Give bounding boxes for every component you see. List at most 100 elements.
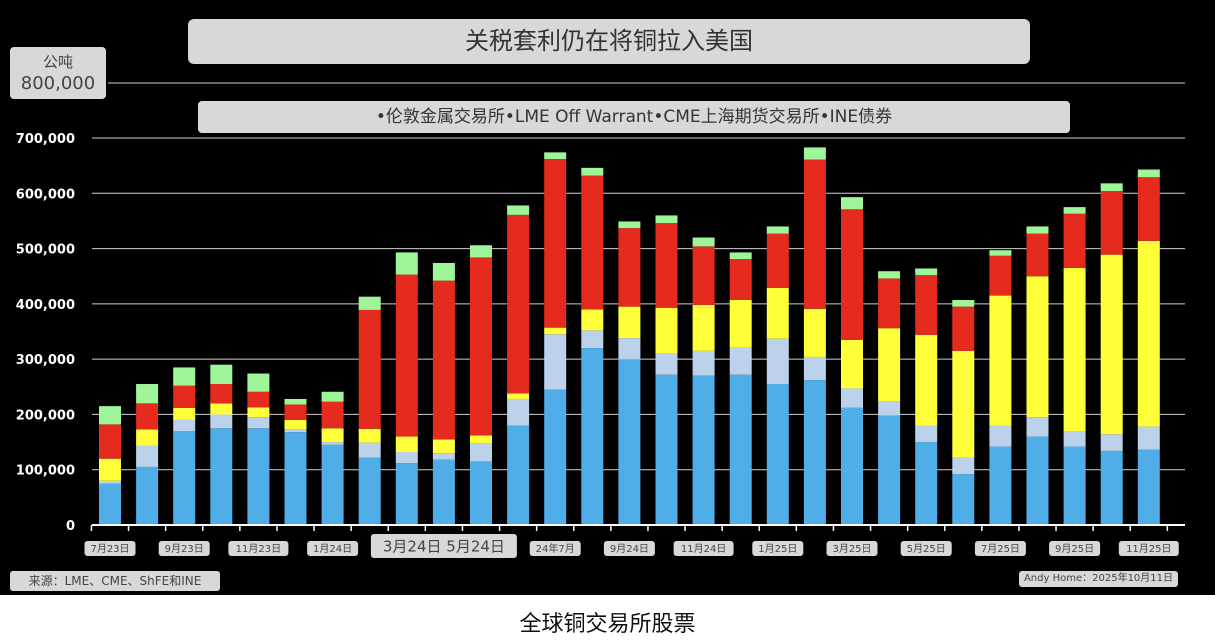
- bar-segment-cme: [952, 350, 975, 458]
- bar-segment-lme_off_warrant: [1100, 434, 1123, 451]
- x-tick-label: 24年7月: [529, 541, 581, 556]
- bar-segment-ine: [507, 205, 530, 215]
- bar-segment-lme: [915, 442, 938, 525]
- bar-segment-shfe: [618, 228, 641, 307]
- bar-segment-lme_off_warrant: [358, 442, 381, 458]
- bar-segment-cme: [358, 428, 381, 443]
- bar-segment-lme_off_warrant: [729, 346, 752, 375]
- bar-segment-ine: [395, 252, 418, 275]
- bar-segment-shfe: [1026, 233, 1049, 277]
- bar-segment-lme_off_warrant: [655, 353, 678, 375]
- bar-segment-cme: [544, 327, 567, 335]
- bar-segment-lme: [210, 428, 233, 525]
- bar-segment-cme: [729, 299, 752, 347]
- x-tick-label: 11月24日: [673, 541, 734, 556]
- bar-segment-ine: [1063, 207, 1086, 214]
- bar-segment-ine: [210, 364, 233, 385]
- bar-segment-ine: [841, 197, 863, 210]
- bar-segment-ine: [766, 226, 789, 234]
- bar-segment-lme_off_warrant: [99, 480, 121, 484]
- bar-segment-lme_off_warrant: [1026, 417, 1049, 437]
- y-tick-label: 100,000: [16, 464, 75, 479]
- bar-segment-cme: [321, 428, 344, 443]
- bar-segment-lme_off_warrant: [1063, 431, 1086, 447]
- bar-segment-ine: [803, 147, 826, 160]
- bar-segment-shfe: [173, 385, 196, 408]
- x-tick-label: 9月23日: [158, 541, 210, 556]
- bar-segment-shfe: [321, 401, 344, 429]
- svg-text:7月23日: 7月23日: [90, 543, 129, 555]
- bar-segment-cme: [1100, 254, 1123, 435]
- bar-segment-cme: [99, 458, 121, 481]
- bar-segment-lme: [655, 374, 678, 525]
- x-tick-label: 5月25日: [900, 541, 952, 556]
- svg-text:3月25日: 3月25日: [832, 543, 871, 555]
- bar-segment-lme: [692, 375, 715, 525]
- bar-segment-shfe: [284, 404, 307, 420]
- bar-segment-shfe: [210, 384, 233, 404]
- bar-segment-lme_off_warrant: [1137, 426, 1160, 450]
- bar-segment-lme: [321, 444, 344, 525]
- bar-segment-shfe: [803, 159, 826, 309]
- bar-segment-lme: [358, 457, 381, 525]
- bar-segment-ine: [1100, 183, 1123, 192]
- bar-segment-ine: [655, 215, 678, 224]
- bar-segment-cme: [395, 436, 418, 453]
- bar-segment-shfe: [878, 278, 901, 329]
- bar-segment-cme: [1063, 267, 1086, 432]
- bar-segment-cme: [1137, 240, 1160, 427]
- svg-text:24年7月: 24年7月: [536, 542, 575, 555]
- bar-segment-lme: [470, 461, 492, 525]
- bar-segment-lme: [284, 432, 307, 525]
- bar-segment-lme_off_warrant: [581, 330, 604, 349]
- bar-segment-ine: [358, 296, 381, 310]
- unit-label-box: 公吨 800,000: [10, 47, 106, 99]
- svg-text:9月25日: 9月25日: [1055, 543, 1094, 555]
- legend: •伦敦金属交易所•LME Off Warrant•CME上海期货交易所•INE债…: [198, 101, 1070, 133]
- x-axis-tick-labels: 7月23日 9月23日 11月23日 1月24日 3月24日 5月24日 24年7月 9月2…: [84, 534, 1179, 558]
- bar-segment-shfe: [581, 175, 604, 310]
- bar-segment-ine: [618, 221, 641, 229]
- bar-segment-lme_off_warrant: [247, 417, 270, 429]
- bar-segment-ine: [432, 262, 455, 281]
- bar-segment-lme_off_warrant: [173, 419, 196, 432]
- bar-segment-shfe: [952, 306, 975, 351]
- x-tick-label: 3月25日: [826, 541, 878, 556]
- y-tick-label: 200,000: [16, 408, 75, 423]
- bar-segment-lme_off_warrant: [766, 338, 789, 385]
- credit-note: Andy Home：2025年10月11日: [1019, 571, 1178, 587]
- bar-segment-shfe: [841, 209, 863, 340]
- bar-segment-cme: [803, 308, 826, 357]
- bar-segment-cme: [470, 435, 492, 444]
- x-tick-label: 3月24日 5月24日: [370, 534, 517, 558]
- bar-segment-ine: [247, 373, 270, 392]
- bar-segment-ine: [544, 152, 567, 160]
- bar-segment-lme: [1100, 450, 1123, 525]
- bar-segment-lme_off_warrant: [878, 401, 901, 416]
- bar-segment-lme: [395, 463, 418, 525]
- svg-text:9月24日: 9月24日: [610, 543, 649, 555]
- bar-segment-cme: [432, 439, 455, 454]
- bar-segment-lme_off_warrant: [210, 414, 233, 429]
- bar-segment-cme: [284, 419, 307, 430]
- bar-segment-cme: [841, 339, 863, 389]
- x-tick-label: 1月25日: [752, 541, 804, 556]
- bar-segment-lme: [989, 446, 1012, 525]
- bar-segment-ine: [136, 384, 159, 404]
- svg-text:11月24日: 11月24日: [681, 543, 726, 555]
- bar-segment-lme: [618, 359, 641, 525]
- bar-segment-shfe: [655, 223, 678, 308]
- bar-segment-lme: [1063, 446, 1086, 525]
- svg-text:11月23日: 11月23日: [236, 543, 281, 555]
- stacked-bar-chart: 0 100,000 200,000 300,000 400,000 500,000 600,…: [16, 82, 1185, 558]
- unit-label: 公吨: [42, 53, 73, 71]
- chart-title: 关税套利仍在将铜拉入美国: [188, 19, 1030, 64]
- y-axis-tick-labels: 0 100,000 200,000 300,000 400,000 500,000 600,…: [16, 132, 75, 534]
- bar-segment-cme: [655, 307, 678, 354]
- bar-segment-lme: [581, 348, 604, 525]
- bar-segment-cme: [618, 306, 641, 339]
- bar-segment-shfe: [989, 255, 1012, 296]
- y-tick-label: 600,000: [16, 187, 75, 202]
- bar-segment-shfe: [766, 233, 789, 288]
- bar-segment-ine: [99, 406, 121, 425]
